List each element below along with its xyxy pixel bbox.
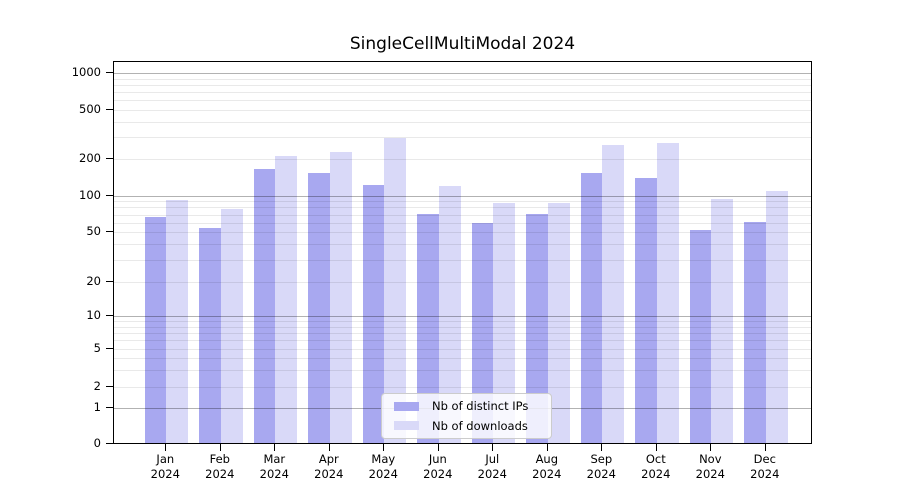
bar-downloads-jun	[438, 185, 461, 443]
legend-item-distinct-ips: Nb of distinct IPs	[388, 398, 545, 415]
legend-swatch-distinct-ips	[394, 401, 419, 411]
gridline-500	[114, 110, 811, 112]
bar-distinct-ips-may	[362, 185, 385, 443]
y-tick-label-2: 2	[93, 379, 101, 394]
bar-downloads-mar	[275, 155, 298, 443]
gridline-80	[114, 207, 811, 209]
y-tick-label-200: 200	[79, 150, 101, 165]
bar-distinct-ips-apr	[308, 173, 330, 443]
bar-distinct-ips-jan	[144, 217, 167, 443]
bar-distinct-ips-jun	[417, 213, 439, 443]
y-tick-label-50: 50	[86, 224, 101, 239]
x-tick-2	[274, 444, 276, 451]
legend-item-downloads: Nb of downloads	[388, 418, 545, 435]
y-tick-label-20: 20	[86, 273, 101, 288]
x-tick-9	[655, 444, 657, 451]
y-tick-1	[106, 407, 113, 409]
y-tick-50	[106, 231, 113, 233]
y-tick-label-500: 500	[79, 102, 101, 117]
x-tick-8	[601, 444, 603, 451]
bar-distinct-ips-dec	[744, 221, 766, 443]
gridline-100	[114, 195, 811, 197]
x-tick-0	[165, 444, 167, 451]
y-tick-500	[106, 109, 113, 111]
x-tick-10	[710, 444, 712, 451]
bar-distinct-ips-mar	[253, 169, 276, 443]
legend-label-distinct-ips: Nb of distinct IPs	[432, 399, 529, 414]
y-tick-20	[106, 280, 113, 282]
legend: Nb of distinct IPs Nb of downloads	[381, 393, 552, 439]
bar-downloads-dec	[765, 191, 788, 443]
bar-distinct-ips-aug	[526, 214, 548, 443]
x-tick-label-6: Jul 2024	[477, 452, 507, 481]
bar-distinct-ips-oct	[635, 178, 657, 443]
gridline-300	[114, 137, 811, 139]
gridline-90	[114, 201, 811, 203]
y-tick-5	[106, 348, 113, 350]
bar-downloads-sep	[602, 144, 625, 443]
y-tick-10	[106, 315, 113, 316]
x-tick-label-0: Jan 2024	[150, 452, 180, 481]
legend-swatch-downloads	[394, 421, 419, 431]
x-tick-6	[492, 444, 494, 451]
bar-downloads-nov	[711, 199, 734, 443]
gridline-400	[114, 121, 811, 123]
chart-title: SingleCellMultiModal 2024	[349, 34, 576, 54]
gridline-200	[114, 158, 811, 160]
gridline-700	[114, 92, 811, 94]
bar-distinct-ips-feb	[199, 228, 221, 443]
bar-downloads-may	[384, 138, 407, 443]
x-tick-11	[764, 444, 766, 451]
x-tick-1	[219, 444, 221, 451]
x-tick-label-7: Aug 2024	[532, 452, 562, 481]
x-tick-label-2: Mar 2024	[259, 452, 289, 481]
x-tick-label-8: Sep 2024	[586, 452, 616, 481]
x-tick-label-5: Jun 2024	[423, 452, 453, 481]
x-tick-4	[383, 444, 385, 451]
y-tick-label-1: 1	[93, 400, 101, 415]
y-tick-label-10: 10	[86, 308, 101, 322]
x-tick-label-3: Apr 2024	[314, 452, 344, 481]
x-tick-5	[437, 444, 439, 451]
gridline-600	[114, 100, 811, 102]
y-tick-label-1000: 1000	[71, 65, 101, 80]
bar-downloads-oct	[656, 142, 679, 443]
gridline-1000	[114, 73, 811, 75]
gridline-900	[114, 78, 811, 80]
y-tick-0	[106, 443, 113, 444]
y-tick-200	[106, 157, 113, 159]
bar-downloads-feb	[220, 209, 243, 443]
y-tick-label-0: 0	[93, 436, 101, 450]
gridline-70	[114, 214, 811, 216]
x-tick-7	[546, 444, 548, 451]
x-tick-label-4: May 2024	[368, 452, 398, 481]
x-tick-label-11: Dec 2024	[750, 452, 780, 481]
gridline-800	[114, 85, 811, 87]
bar-downloads-apr	[329, 152, 352, 443]
y-tick-label-5: 5	[93, 341, 101, 356]
bar-distinct-ips-nov	[689, 230, 712, 443]
y-tick-100	[106, 194, 113, 196]
gridline-60	[114, 222, 811, 224]
bar-downloads-jul	[493, 203, 516, 443]
bar-distinct-ips-sep	[580, 172, 603, 443]
x-tick-label-9: Oct 2024	[641, 452, 671, 481]
plot-area	[113, 61, 812, 444]
bar-downloads-aug	[547, 202, 570, 443]
x-tick-label-1: Feb 2024	[205, 452, 235, 481]
bar-downloads-jan	[166, 200, 189, 443]
y-tick-1000	[106, 72, 113, 74]
x-tick-3	[328, 444, 330, 451]
y-tick-label-100: 100	[79, 187, 101, 202]
x-tick-label-10: Nov 2024	[695, 452, 725, 481]
y-tick-2	[106, 386, 113, 388]
legend-label-downloads: Nb of downloads	[432, 418, 528, 433]
